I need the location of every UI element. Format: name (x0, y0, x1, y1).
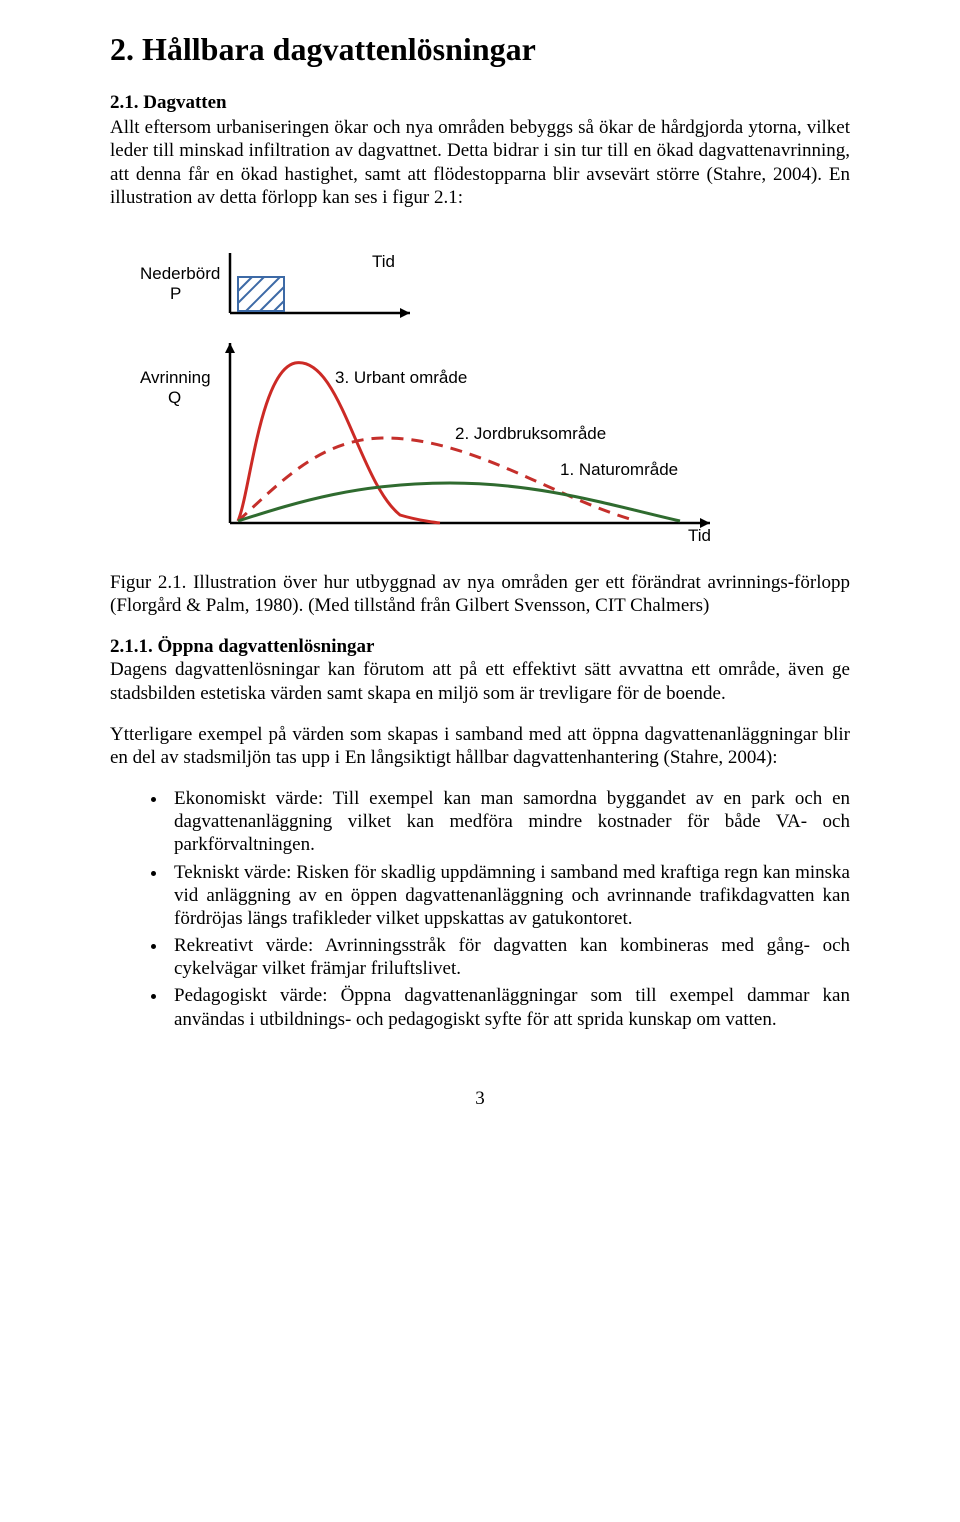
subsection-2-1-title: 2.1. Dagvatten (110, 91, 850, 114)
subsection-2-1-paragraph: Allt eftersom urbaniseringen ökar och ny… (110, 116, 850, 209)
label-avrinning: Avrinning (140, 368, 211, 387)
label-tid-top: Tid (372, 252, 395, 271)
figure-caption-prefix: Figur 2.1. (110, 572, 186, 593)
subsection-2-1-1-para1: Dagens dagvattenlösningar kan förutom at… (110, 659, 850, 703)
runoff-diagram: Nederbörd P Tid Avrinning Q 3. Urbant om… (110, 243, 730, 543)
section-heading: 2. Hållbara dagvattenlösningar (110, 30, 850, 69)
list-item: Rekreativt värde: Avrinningsstråk för da… (168, 934, 850, 980)
subsection-2-1-1-para2: Ytterligare exempel på värden som skapas… (110, 723, 850, 769)
figure-2-1: Nederbörd P Tid Avrinning Q 3. Urbant om… (110, 243, 850, 543)
figure-caption-text: Illustration över hur utbyggnad av nya o… (110, 572, 850, 616)
subsection-2-1-1-title: 2.1.1. Öppna dagvattenlösningar (110, 636, 374, 657)
label-nederbord: Nederbörd (140, 264, 220, 283)
label-series-3: 3. Urbant område (335, 368, 467, 387)
list-item: Tekniskt värde: Risken för skadlig uppdä… (168, 861, 850, 931)
page-number: 3 (110, 1087, 850, 1110)
value-bullet-list: Ekonomiskt värde: Till exempel kan man s… (110, 787, 850, 1031)
label-q: Q (168, 388, 181, 407)
list-item: Ekonomiskt värde: Till exempel kan man s… (168, 787, 850, 857)
label-p: P (170, 284, 181, 303)
figure-2-1-caption: Figur 2.1. Illustration över hur utbyggn… (110, 571, 850, 617)
label-tid-bottom: Tid (688, 526, 711, 543)
label-series-2: 2. Jordbruksområde (455, 424, 606, 443)
subsection-2-1-1-block: 2.1.1. Öppna dagvattenlösningar Dagens d… (110, 635, 850, 705)
list-item: Pedagogiskt värde: Öppna dagvattenanlägg… (168, 984, 850, 1030)
label-series-1: 1. Naturområde (560, 460, 678, 479)
